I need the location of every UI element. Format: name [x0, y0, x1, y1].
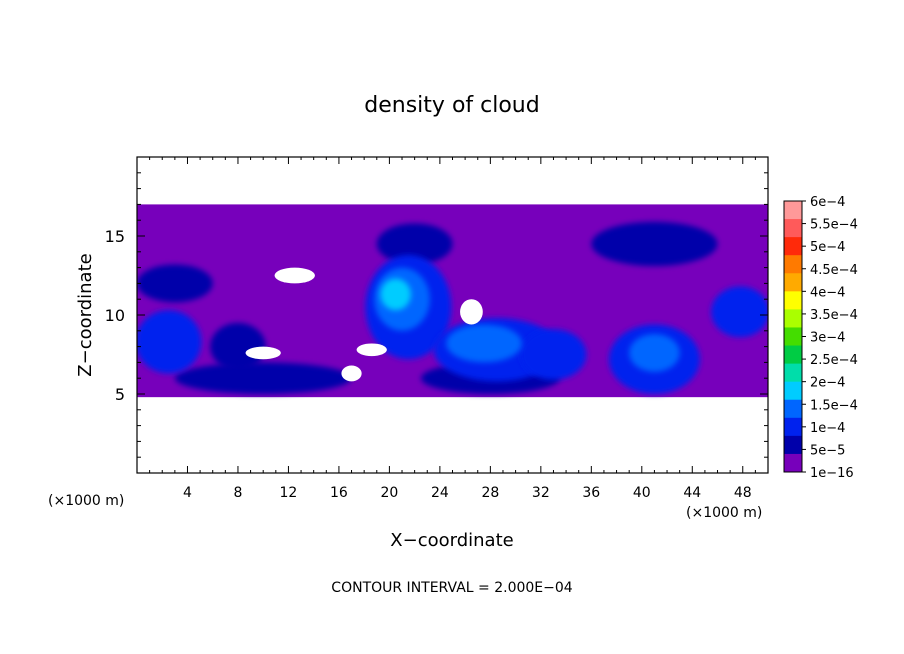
- colorbar-label-5: 3.5e−4: [810, 308, 858, 323]
- density-cell-10: [711, 286, 768, 338]
- colorbar-swatch-4: [784, 273, 802, 292]
- x-tick-label-24: 24: [431, 485, 449, 501]
- x-axis-ticks: 4 8 12 16 20 24 28 32 36 40 44 48: [149, 157, 756, 501]
- x-axis-label: X−coordinate: [390, 530, 513, 551]
- clear-patch-3: [356, 343, 387, 357]
- x-tick-label-40: 40: [633, 485, 651, 501]
- x-tick-label-12: 12: [280, 485, 298, 501]
- density-cell-5: [137, 264, 213, 303]
- colorbar-swatch-1: [784, 219, 802, 238]
- density-cell-11: [137, 310, 202, 374]
- colorbar-label-12: 1e−16: [810, 466, 854, 481]
- colorbar-label-6: 3e−4: [810, 331, 845, 346]
- y-tick-label-10: 10: [105, 306, 125, 325]
- chart-title: density of cloud: [364, 93, 539, 118]
- y-tick-label-15: 15: [105, 227, 125, 246]
- colorbar-swatch-5: [784, 291, 802, 310]
- density-cell-13: [446, 324, 522, 363]
- y-axis-unit: (×1000 m): [48, 493, 124, 509]
- x-tick-label-36: 36: [582, 485, 600, 501]
- colorbar-swatch-9: [784, 363, 802, 383]
- colorbar-label-3: 4.5e−4: [810, 263, 858, 278]
- density-cell-1: [376, 223, 453, 265]
- colorbar-label-9: 1.5e−4: [810, 398, 858, 413]
- x-tick-label-44: 44: [683, 485, 701, 501]
- contour-interval-note: CONTOUR INTERVAL = 2.000E−04: [331, 580, 572, 596]
- x-axis-unit: (×1000 m): [686, 505, 762, 521]
- density-cell-2: [591, 221, 718, 267]
- colorbar-swatch-14: [784, 453, 802, 473]
- colorbar-label-4: 4e−4: [810, 285, 845, 300]
- colorbar-legend: 6e−4 5.5e−4 5e−4 4.5e−4 4e−4 3.5e−4 3e−4 2.5e−4…: [783, 195, 858, 481]
- colorbar-label-7: 2.5e−4: [810, 353, 858, 368]
- colorbar-swatch-10: [784, 381, 802, 401]
- density-cell-0: [210, 322, 266, 371]
- colorbar-swatch-7: [784, 327, 802, 347]
- colorbar-label-0: 6e−4: [810, 195, 845, 210]
- x-tick-label-8: 8: [233, 485, 242, 501]
- clear-patch-0: [274, 267, 315, 284]
- y-tick-label-5: 5: [115, 385, 125, 404]
- colorbar-swatch-8: [784, 345, 802, 365]
- x-tick-label-48: 48: [734, 485, 752, 501]
- colorbar-swatch-12: [784, 417, 802, 437]
- density-cell-8: [520, 329, 587, 380]
- colorbar-swatch-2: [784, 237, 802, 256]
- x-tick-label-4: 4: [183, 485, 192, 501]
- colorbar-label-11: 5e−5: [810, 443, 845, 458]
- clear-patch-4: [341, 365, 362, 382]
- colorbar-swatch-6: [784, 309, 802, 328]
- colorbar-swatch-13: [784, 435, 802, 455]
- colorbar-swatch-3: [784, 255, 802, 274]
- colorbar-label-10: 1e−4: [810, 421, 845, 436]
- density-cell-14: [629, 333, 680, 372]
- density-cell-15: [380, 278, 411, 311]
- x-tick-label-20: 20: [380, 485, 398, 501]
- colorbar-label-2: 5e−4: [810, 240, 845, 255]
- colorbar-swatch-11: [784, 399, 802, 419]
- y-axis-ticks: 5 10 15: [105, 172, 768, 458]
- y-axis-label: Z−coordinate: [75, 253, 96, 376]
- x-tick-label-32: 32: [532, 485, 550, 501]
- density-cell-4: [174, 362, 352, 395]
- colorbar-label-1: 5.5e−4: [810, 218, 858, 233]
- cloud-density-field: [137, 204, 768, 398]
- x-tick-label-28: 28: [481, 485, 499, 501]
- clear-patch-1: [245, 346, 281, 360]
- colorbar-swatch-0: [784, 201, 802, 220]
- x-tick-label-16: 16: [330, 485, 348, 501]
- clear-patch-2: [460, 299, 483, 325]
- colorbar-label-8: 2e−4: [810, 376, 845, 391]
